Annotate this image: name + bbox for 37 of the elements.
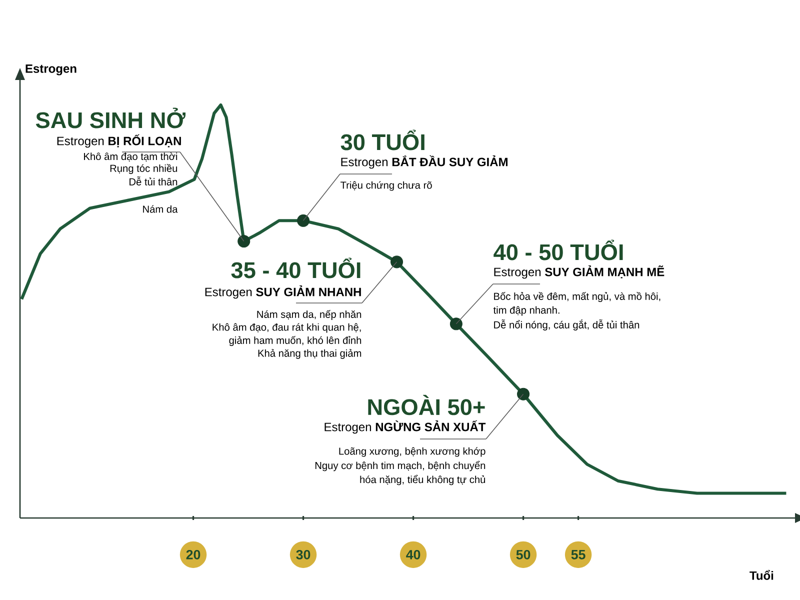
annotation: Dễ nổi nóng, cáu gắt, dễ tủi thân xyxy=(494,320,640,330)
annotation: 30 TUỔI xyxy=(340,130,424,150)
x-tick-label: 40 xyxy=(406,550,420,560)
annotation: Estrogen BẮT ĐẦU SUY GIẢM xyxy=(341,155,508,169)
x-axis-title: Tuổi xyxy=(750,570,774,580)
annotation: 40 - 50 TUỔI xyxy=(494,240,623,260)
annotation: Nám sạm da, nếp nhăn xyxy=(257,310,362,320)
annotation: tim đập nhanh. xyxy=(493,306,560,316)
annotation: Nguy cơ bệnh tim mạch, bệnh chuyển xyxy=(315,460,486,472)
annotation: hóa nặng, tiểu không tự chủ xyxy=(360,474,486,486)
annotation: Nám da xyxy=(143,205,178,213)
point xyxy=(517,388,530,400)
annotation: Estrogen BỊ RỐI LOẠN xyxy=(57,134,181,148)
x-tick-label: 20 xyxy=(186,550,200,560)
annotation: Triệu chứng chưa rõ xyxy=(340,181,432,191)
annotation: Khả năng thụ thai giảm xyxy=(258,349,362,359)
x-tick-label: 55 xyxy=(571,550,586,560)
annotation: Khô âm đạo, đau rát khi quan hệ, xyxy=(212,323,361,333)
annotation: Loãng xương, bệnh xương khớp xyxy=(339,447,486,457)
point xyxy=(390,256,404,268)
point xyxy=(297,214,310,227)
annotation: giảm ham muốn, khó lên đỉnh xyxy=(229,336,362,346)
annotation: Estrogen SUY GIẢM NHANH xyxy=(205,285,361,299)
annotation: Estrogen SUY GIẢM MẠNH MẼ xyxy=(494,265,664,279)
annotation: Rụng tóc nhiều xyxy=(110,164,178,174)
point xyxy=(450,318,462,330)
annotation: SAU SINH NỞ xyxy=(36,108,186,128)
annotation: NGOÀI 50+ xyxy=(368,394,485,416)
point xyxy=(238,235,250,248)
annotation: Dễ tủi thân xyxy=(130,176,178,186)
annotation: 35 - 40 TUỔI xyxy=(231,258,360,278)
x-tick-label: 50 xyxy=(516,550,530,560)
x-tick-label: 30 xyxy=(296,550,310,560)
annotation: Estrogen NGỪNG SẢN XUẤT xyxy=(324,420,486,434)
annotation: Khô âm đạo tạm thời xyxy=(84,152,178,162)
annotation: Bốc hỏa về đêm, mất ngủ, và mồ hôi, xyxy=(494,292,660,302)
y-axis-title: Estrogen xyxy=(26,64,76,76)
